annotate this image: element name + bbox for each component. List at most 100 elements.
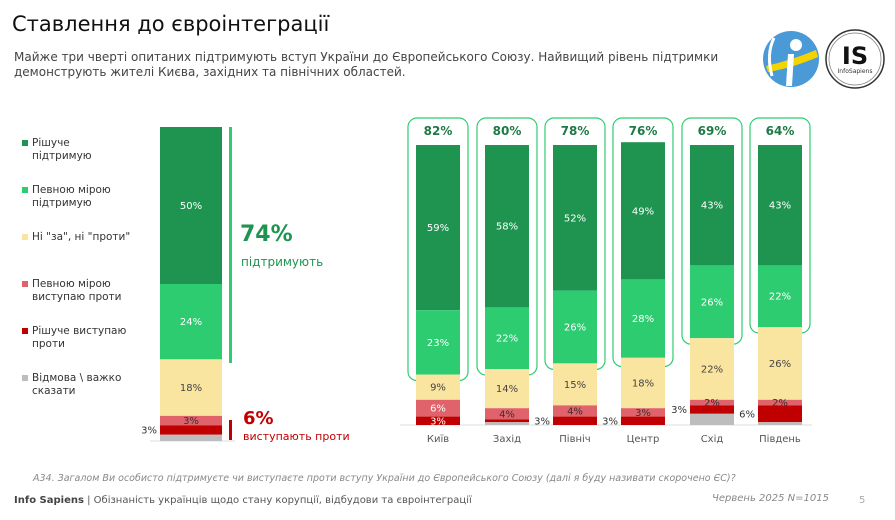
bar-segment bbox=[553, 405, 597, 417]
bar-segment bbox=[485, 422, 529, 425]
legend-item: Певною мірою виступаю проти bbox=[22, 278, 132, 304]
data-label: 15% bbox=[564, 380, 586, 391]
bar-segment bbox=[160, 415, 222, 426]
category-label: Київ bbox=[427, 434, 449, 445]
bar-segment bbox=[485, 408, 529, 420]
category-label: Центр bbox=[627, 434, 660, 445]
page-title: Ставлення до євроінтеграції bbox=[12, 12, 330, 36]
data-label: 26% bbox=[564, 323, 586, 334]
bar-segment bbox=[758, 265, 802, 327]
data-label: 14% bbox=[496, 384, 518, 395]
legend-swatch bbox=[22, 328, 28, 334]
data-label: 23% bbox=[427, 338, 449, 349]
support-total: 80% bbox=[493, 124, 522, 138]
bar-segment bbox=[160, 434, 222, 441]
legend-swatch bbox=[22, 375, 28, 381]
legend-label: Рішуче виступаю проти bbox=[32, 325, 127, 350]
data-label: 9% bbox=[430, 383, 446, 394]
bar-segment bbox=[621, 279, 665, 358]
legend-label: Певною мірою виступаю проти bbox=[32, 278, 122, 303]
data-label: 3% bbox=[534, 416, 550, 427]
category-label: Захід bbox=[493, 433, 521, 445]
bar-segment bbox=[758, 327, 802, 400]
bar-segment bbox=[758, 399, 802, 406]
legend-label: Відмова \ важко сказати bbox=[32, 372, 122, 397]
legend-item: Рішуче виступаю проти bbox=[22, 325, 132, 351]
against-value: 6% bbox=[243, 408, 274, 429]
bar-segment bbox=[416, 374, 460, 400]
footer-description: Обізнаність українців щодо стану корупці… bbox=[93, 495, 472, 506]
bar-segment bbox=[621, 142, 665, 280]
page-number: 5 bbox=[859, 495, 866, 506]
bar-segment bbox=[160, 359, 222, 416]
bar-segment bbox=[485, 369, 529, 409]
data-label: 43% bbox=[769, 201, 791, 212]
data-label: 59% bbox=[427, 223, 449, 234]
survey-question: А34. Загалом Ви особисто підтримуєте чи … bbox=[33, 473, 736, 484]
data-label: 24% bbox=[180, 317, 202, 328]
bar-segment bbox=[690, 338, 734, 400]
data-label: 6% bbox=[430, 404, 446, 415]
footer-separator: | bbox=[83, 495, 94, 506]
category-label: Південь bbox=[759, 433, 801, 445]
data-label: 3% bbox=[671, 405, 687, 416]
data-label: 22% bbox=[701, 365, 723, 376]
data-label: 3% bbox=[430, 416, 446, 427]
support-total: 78% bbox=[561, 124, 590, 138]
data-label: 22% bbox=[496, 334, 518, 345]
support-bracket bbox=[229, 127, 232, 363]
data-label: 28% bbox=[632, 314, 654, 325]
data-label: 4% bbox=[499, 409, 515, 420]
infosapiens-logo: IS InfoSapiens bbox=[825, 29, 885, 89]
legend-item: Відмова \ важко сказати bbox=[22, 372, 132, 398]
data-label: 52% bbox=[564, 213, 586, 224]
bar-segment bbox=[160, 284, 222, 360]
survey-date: Червень 2025 N=1015 bbox=[712, 493, 829, 504]
legend-label: Рішуче підтримую bbox=[32, 137, 92, 162]
bar-segment bbox=[690, 145, 734, 266]
data-label: 50% bbox=[180, 201, 202, 212]
data-label: 2% bbox=[772, 398, 788, 409]
data-label: 43% bbox=[701, 201, 723, 212]
support-label: підтримують bbox=[241, 255, 324, 269]
bar-segment bbox=[160, 127, 222, 284]
data-label: 18% bbox=[180, 383, 202, 394]
bar-segment bbox=[690, 405, 734, 414]
data-label: 49% bbox=[632, 206, 654, 217]
bar-segment bbox=[485, 307, 529, 369]
bar-segment bbox=[690, 413, 734, 425]
bar-segment bbox=[553, 363, 597, 406]
category-label: Схід bbox=[701, 433, 724, 445]
legend-swatch bbox=[22, 187, 28, 193]
legend-label: Ні "за", ні "проти" bbox=[32, 231, 131, 243]
bar-segment bbox=[553, 416, 597, 425]
data-label: 26% bbox=[769, 359, 791, 370]
category-label: Північ bbox=[559, 433, 590, 445]
data-label: 3% bbox=[602, 416, 618, 427]
data-label: 6% bbox=[739, 409, 755, 420]
bar-segment bbox=[485, 419, 529, 423]
footer-brand: Info Sapiens bbox=[14, 495, 84, 506]
globe-logo bbox=[763, 31, 819, 87]
data-label: 2% bbox=[704, 398, 720, 409]
bar-segment bbox=[758, 145, 802, 266]
data-label: 26% bbox=[701, 297, 723, 308]
legend-swatch bbox=[22, 281, 28, 287]
against-label: виступають проти bbox=[243, 430, 350, 443]
support-total: 64% bbox=[766, 124, 795, 138]
data-label: 3% bbox=[183, 416, 199, 427]
bar-segment bbox=[758, 422, 802, 425]
data-label: 58% bbox=[496, 222, 518, 233]
bar-segment bbox=[758, 405, 802, 423]
bar-segment bbox=[416, 145, 460, 311]
support-value: 74% bbox=[240, 222, 293, 247]
support-total: 69% bbox=[698, 124, 727, 138]
bar-segment bbox=[553, 145, 597, 291]
data-label: 22% bbox=[769, 292, 791, 303]
bar-segment bbox=[621, 408, 665, 417]
bar-segment bbox=[690, 399, 734, 406]
page-subtitle: Майже три чверті опитаних підтримують вс… bbox=[14, 50, 719, 79]
svg-text:InfoSapiens: InfoSapiens bbox=[838, 68, 873, 75]
legend-label: Певною мірою підтримую bbox=[32, 184, 111, 209]
